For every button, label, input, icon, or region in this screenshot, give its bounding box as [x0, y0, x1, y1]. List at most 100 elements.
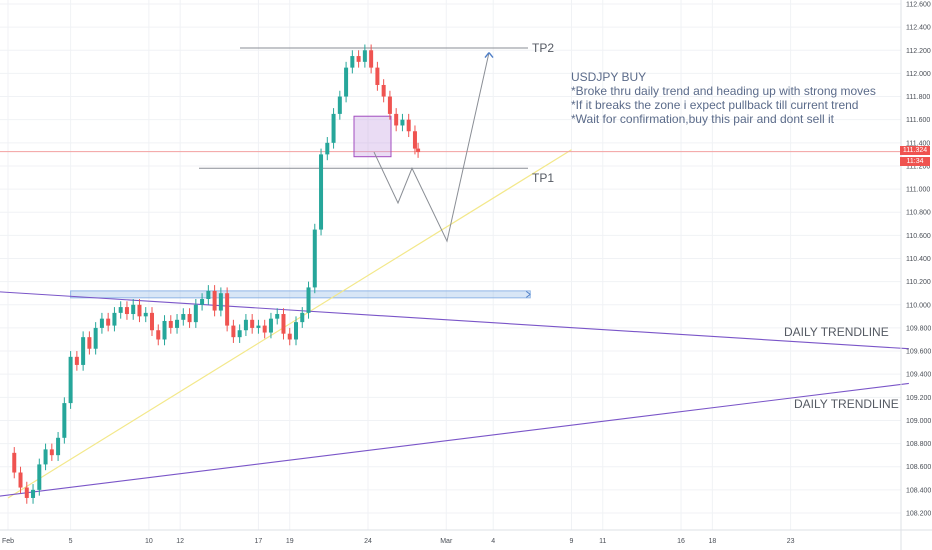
zone-arrow-head	[525, 290, 531, 298]
candle-body	[68, 356, 73, 404]
candle-body	[375, 67, 380, 85]
candle-body	[18, 472, 23, 488]
candle-body	[81, 337, 86, 365]
y-tick-label: 108.200	[906, 511, 931, 518]
candle-body	[337, 96, 342, 114]
y-tick-label: 109.600	[906, 349, 931, 356]
x-tick-label: 9	[570, 538, 574, 545]
x-tick-label: 16	[677, 538, 685, 545]
y-tick-label: 111.200	[906, 163, 930, 170]
y-tick-label: 111.600	[906, 117, 930, 124]
candle-body	[243, 319, 248, 331]
support-zone	[70, 290, 531, 299]
y-tick-label: 111.800	[906, 94, 930, 101]
candle-body	[150, 312, 154, 331]
candle-body	[49, 449, 54, 456]
x-tick-label: 5	[69, 538, 73, 545]
y-tick-label: 109.800	[906, 325, 931, 332]
candle-body	[181, 314, 186, 320]
last-price-badge: 111.324	[900, 146, 930, 155]
candle-body	[387, 96, 392, 114]
y-tick-label: 111.400	[906, 140, 930, 147]
x-tick-label: Mar	[440, 538, 453, 545]
candle-body	[143, 312, 148, 317]
candle-body	[331, 113, 336, 143]
countdown-badge: 11:34	[900, 157, 930, 166]
tp1-label: TP1	[532, 171, 555, 185]
breakout-zone	[353, 115, 392, 158]
candle-body	[112, 312, 117, 326]
candle-body	[24, 487, 29, 498]
x-tick-label: 18	[708, 538, 716, 545]
candle-body	[187, 314, 192, 323]
candle-body	[99, 318, 104, 328]
candle-body	[356, 56, 361, 62]
candle-body	[56, 437, 61, 456]
candle-body	[412, 131, 417, 149]
candle-body	[300, 312, 305, 323]
y-tick-label: 108.400	[906, 487, 931, 494]
y-tick-label: 112.600	[906, 2, 931, 9]
candle-body	[206, 290, 211, 299]
candle-body	[124, 307, 129, 315]
candle-body	[237, 330, 242, 338]
y-tick-label: 110.200	[906, 279, 931, 286]
candle-body	[281, 314, 286, 334]
candle-body	[43, 449, 48, 465]
y-tick-label: 108.600	[906, 464, 931, 471]
y-tick-label: 112.400	[906, 25, 931, 32]
x-tick-label: 4	[491, 538, 495, 545]
candle-body	[131, 304, 136, 315]
daily-trendline	[0, 382, 909, 497]
x-tick-label: 12	[176, 538, 184, 545]
daily-trendline	[0, 291, 909, 350]
y-tick-label: 110.800	[906, 210, 931, 217]
analysis-note: USDJPY BUY *Broke thru daily trend and h…	[571, 70, 876, 126]
y-tick-label: 109.000	[906, 418, 931, 425]
candle-body	[369, 50, 374, 68]
candle-body	[62, 403, 67, 438]
candle-body	[225, 293, 230, 326]
candle-body	[416, 148, 421, 153]
y-tick-label: 110.400	[906, 256, 931, 263]
candle-body	[137, 304, 142, 317]
note-title: USDJPY BUY	[571, 70, 647, 84]
candle-body	[350, 56, 355, 68]
candle-body	[12, 452, 17, 473]
x-tick-label: 24	[364, 538, 372, 545]
x-tick-label: 10	[145, 538, 153, 545]
candle-body	[162, 320, 167, 340]
note-line-3: *Wait for confirmation,buy this pair and…	[571, 112, 835, 126]
note-line-1: *Broke thru daily trend and heading up w…	[571, 84, 876, 98]
candle-body	[231, 325, 236, 338]
candle-body	[312, 229, 317, 288]
projection-arrow-head	[484, 52, 494, 59]
candle-body	[31, 489, 36, 498]
candle-body	[118, 307, 123, 313]
candle-body	[218, 293, 223, 311]
candle-body	[319, 154, 324, 230]
y-tick-label: 112.000	[906, 71, 931, 78]
candle-body	[381, 84, 386, 97]
candle-body	[268, 318, 273, 333]
candle-body	[193, 304, 198, 323]
note-line-2: *If it breaks the zone i expect pullback…	[571, 98, 859, 112]
projection-path	[373, 52, 490, 243]
candle-body	[275, 314, 280, 319]
candle-body	[294, 322, 298, 340]
candle-body	[406, 119, 411, 132]
trendline-label-1: DAILY TRENDLINE	[784, 325, 889, 339]
candle-body	[400, 119, 405, 126]
candle-body	[175, 319, 180, 328]
x-tick-label: 17	[255, 538, 263, 545]
candle-body	[306, 287, 311, 313]
candle-body	[200, 298, 205, 305]
candle-body	[37, 464, 42, 490]
tp2-label: TP2	[532, 41, 555, 55]
y-tick-label: 110.000	[906, 302, 931, 309]
candle-body	[394, 113, 399, 126]
candle-body	[106, 318, 111, 326]
candle-body	[87, 337, 92, 349]
trendline-label-2: DAILY TRENDLINE	[794, 397, 899, 411]
